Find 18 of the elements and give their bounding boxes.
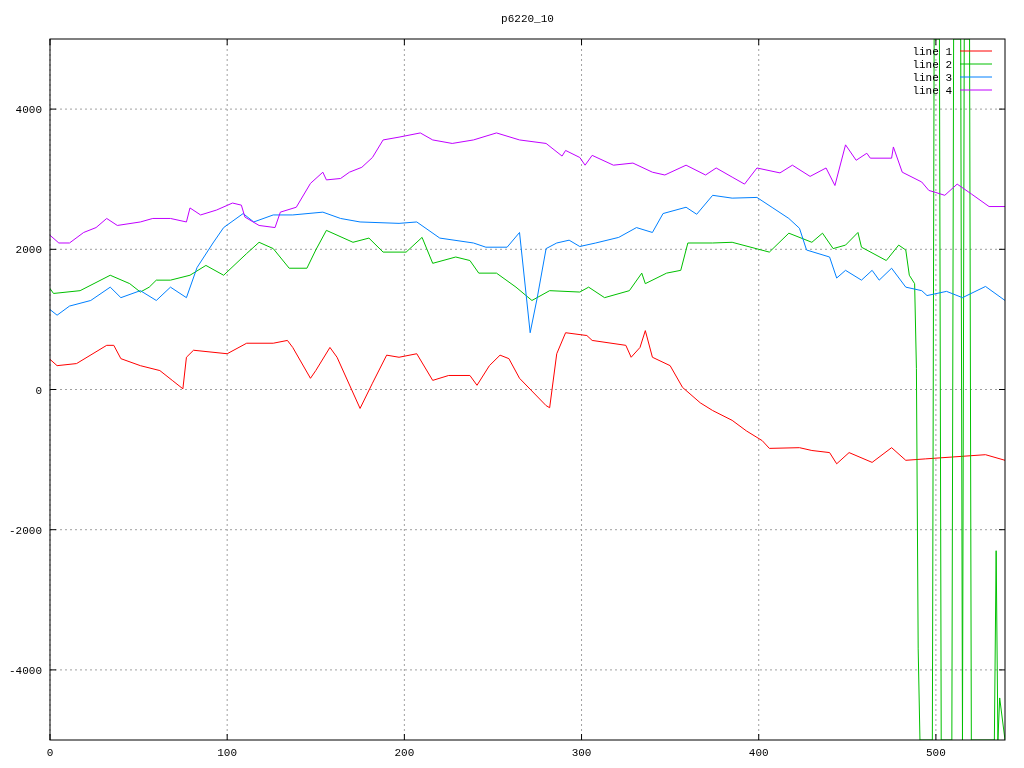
line-series [50,39,1005,740]
x-tick-label: 400 [748,747,769,759]
line-series [50,132,1005,244]
y-tick-label: 0 [35,384,42,397]
y-tick-label: 2000 [15,244,42,257]
chart-title: p6220_10 [501,13,554,25]
line-series [50,194,1005,334]
y-tick-label: -2000 [8,524,42,537]
x-tick-label: 0 [46,747,54,759]
x-tick-label: 300 [571,747,592,759]
line-series [50,330,1005,465]
x-tick-label: 100 [217,747,238,759]
y-tick-label: -4000 [8,664,42,677]
x-tick-label: 200 [394,747,415,759]
x-tick-label: 500 [925,747,946,759]
legend-label: line 4 [912,85,953,97]
legend-label: line 3 [912,72,952,84]
y-tick-label: 4000 [15,104,42,117]
